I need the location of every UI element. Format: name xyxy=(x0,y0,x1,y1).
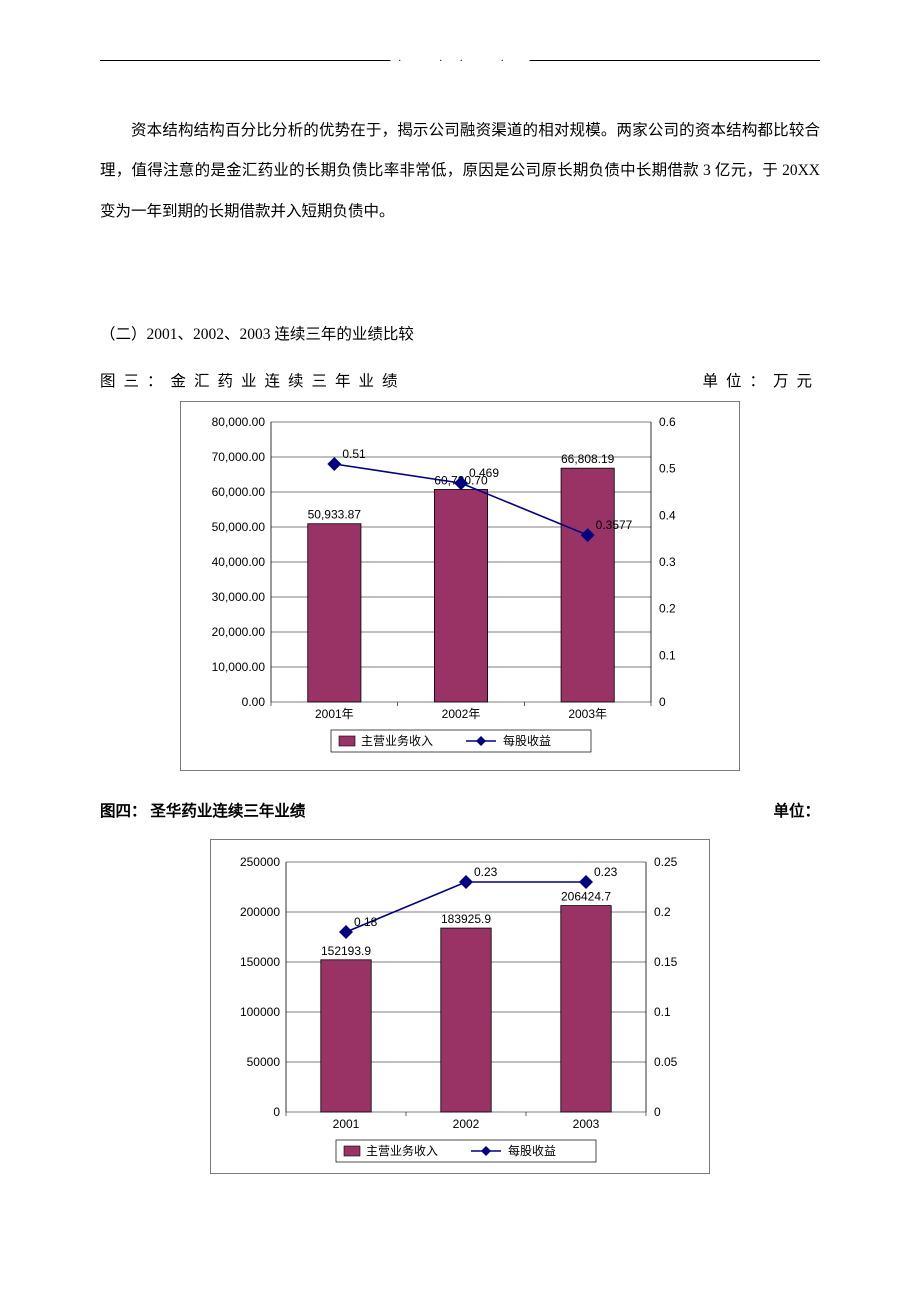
x-category-label: 2003 xyxy=(573,1117,600,1131)
chart-svg: 0 50000 100000 150000 200000 250000 0 0.05 0.1 0.… xyxy=(211,840,711,1175)
line-label: 0.51 xyxy=(342,447,366,461)
y2-tick-label: 0.25 xyxy=(654,855,678,869)
bar-label: 66,808.19 xyxy=(561,452,615,466)
fig4-caption-left: 图四： 圣华药业连续三年业绩 xyxy=(100,799,305,821)
bar-label: 152193.9 xyxy=(321,944,371,958)
legend-bar-label: 主营业务收入 xyxy=(366,1143,438,1158)
line-marker xyxy=(339,925,353,939)
line-label: 0.469 xyxy=(469,466,499,480)
line-marker xyxy=(459,875,473,889)
legend-bar-label: 主营业务收入 xyxy=(361,733,433,748)
legend: 主营业务收入 每股收益 xyxy=(336,1140,596,1162)
y1-tick-label: 40,000.00 xyxy=(212,555,266,569)
section-2-heading: （二）2001、2002、2003 连续三年的业绩比较 xyxy=(100,322,820,344)
fig3-caption-row: 图三：金汇药业连续三年业绩 单位：万元 xyxy=(100,369,820,391)
y1-tick-label: 70,000.00 xyxy=(212,450,266,464)
y1-tick-label: 50000 xyxy=(247,1055,281,1069)
x-category-label: 2002年 xyxy=(442,707,481,721)
header-rule: . .. . xyxy=(100,60,820,61)
y1-tick-label: 30,000.00 xyxy=(212,590,266,604)
y2-tick-label: 0.2 xyxy=(659,602,676,616)
x-category-label: 2001 xyxy=(333,1117,360,1131)
y2-tick-label: 0.2 xyxy=(654,905,671,919)
y2-tick-label: 0.4 xyxy=(659,508,676,522)
legend-line-label: 每股收益 xyxy=(508,1143,556,1158)
bar-label: 50,933.87 xyxy=(308,508,362,522)
y2-tick-label: 0 xyxy=(659,695,666,709)
y1-tick-label: 20,000.00 xyxy=(212,625,266,639)
bar xyxy=(561,905,611,1111)
fig3-caption-right: 单位：万元 xyxy=(702,369,820,391)
line-label: 0.3577 xyxy=(596,518,633,532)
y1-tick-label: 10,000.00 xyxy=(212,660,266,674)
fig4-caption-row: 图四： 圣华药业连续三年业绩 单位： xyxy=(100,799,820,821)
bar xyxy=(441,928,491,1112)
y2-tick-label: 0.05 xyxy=(654,1055,678,1069)
fig3-chart: 0.00 10,000.00 20,000.00 30,000.00 40,000.00… xyxy=(180,401,740,771)
y2-tick-label: 0.15 xyxy=(654,955,678,969)
bar xyxy=(561,468,614,702)
line-label: 0.23 xyxy=(474,865,498,879)
x-category-label: 2001年 xyxy=(315,707,354,721)
y1-tick-label: 0 xyxy=(273,1105,280,1119)
fig3-caption-left: 图三：金汇药业连续三年业绩 xyxy=(100,369,406,391)
x-category-label: 2002 xyxy=(453,1117,480,1131)
y2-tick-label: 0.6 xyxy=(659,415,676,429)
line-label: 0.23 xyxy=(594,865,618,879)
y1-tick-label: 0.00 xyxy=(242,695,266,709)
y1-tick-label: 250000 xyxy=(240,855,280,869)
bar-label: 206424.7 xyxy=(561,889,611,903)
fig4-caption-right: 单位： xyxy=(773,799,820,821)
line-marker xyxy=(327,457,341,471)
fig4-chart-wrap: 0 50000 100000 150000 200000 250000 0 0.05 0.1 0.… xyxy=(100,839,820,1174)
y1-tick-label: 80,000.00 xyxy=(212,415,266,429)
paragraph-1: 资本结构结构百分比分析的优势在于，揭示公司融资渠道的相对规模。两家公司的资本结构… xyxy=(100,111,820,232)
y2-tick-label: 0.3 xyxy=(659,555,676,569)
line-marker xyxy=(579,875,593,889)
line-label: 0.18 xyxy=(354,915,378,929)
chart-svg: 0.00 10,000.00 20,000.00 30,000.00 40,000.00… xyxy=(181,402,741,772)
bar xyxy=(434,489,487,702)
y1-tick-label: 60,000.00 xyxy=(212,485,266,499)
x-category-label: 2003年 xyxy=(568,707,607,721)
y2-tick-label: 0.5 xyxy=(659,462,676,476)
fig3-chart-wrap: 0.00 10,000.00 20,000.00 30,000.00 40,000.00… xyxy=(100,401,820,771)
header-dots: . .. . xyxy=(391,53,530,64)
y1-tick-label: 50,000.00 xyxy=(212,520,266,534)
y2-tick-label: 0.1 xyxy=(659,648,676,662)
bar xyxy=(321,960,371,1112)
y1-tick-label: 150000 xyxy=(240,955,280,969)
bar-label: 183925.9 xyxy=(441,912,491,926)
fig4-chart: 0 50000 100000 150000 200000 250000 0 0.05 0.1 0.… xyxy=(210,839,710,1174)
legend-line-label: 每股收益 xyxy=(503,733,551,748)
legend: 主营业务收入 每股收益 xyxy=(331,730,591,752)
y2-tick-label: 0.1 xyxy=(654,1005,671,1019)
y1-tick-label: 100000 xyxy=(240,1005,280,1019)
bar xyxy=(308,524,361,702)
y1-tick-label: 200000 xyxy=(240,905,280,919)
y2-tick-label: 0 xyxy=(654,1105,661,1119)
